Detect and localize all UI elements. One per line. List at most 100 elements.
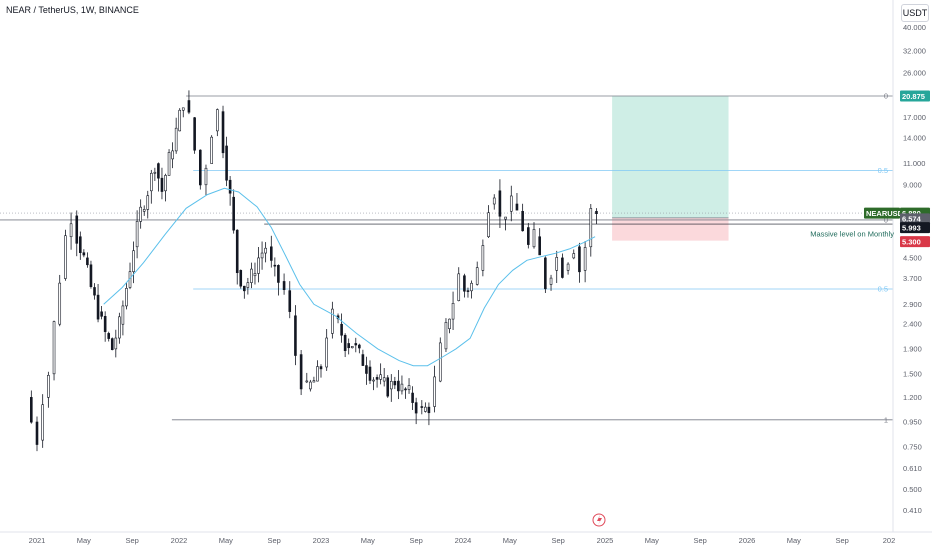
candle-body: [358, 344, 361, 349]
candle-body: [253, 273, 257, 277]
candle-body: [69, 223, 73, 238]
time-tick-label: 2026: [739, 536, 756, 545]
candle-body: [187, 100, 191, 113]
candle-body: [246, 282, 250, 288]
candle-body: [139, 206, 142, 222]
candle-body: [312, 380, 316, 383]
price-tick-label: 0.750: [903, 442, 922, 451]
candle-body: [347, 343, 350, 349]
candle-body: [400, 383, 404, 392]
candle-body: [299, 354, 303, 390]
candle-body: [438, 342, 442, 382]
price-tick-label: 0.500: [903, 485, 922, 494]
time-tick-label: Sep: [409, 536, 422, 545]
time-tick-label: May: [645, 536, 659, 545]
candle-body: [382, 377, 386, 382]
candle-body: [235, 229, 239, 274]
ma-line: [103, 187, 596, 367]
price-tick-label: 1.500: [903, 369, 922, 378]
candle-body: [466, 290, 470, 292]
stop-price-tag: 5.300: [902, 237, 921, 246]
candle-body: [243, 285, 246, 292]
candle-body: [150, 172, 153, 192]
candle-body: [457, 273, 461, 301]
fib-level-label: 0.5: [878, 285, 888, 294]
candle-body: [444, 322, 448, 350]
time-tick-label: May: [361, 536, 375, 545]
candle-body: [451, 302, 455, 320]
candle-body: [521, 210, 524, 232]
price-tick-label: 4.500: [903, 253, 922, 262]
candle-body: [239, 270, 243, 287]
candle-body: [532, 229, 536, 248]
candle-body: [153, 171, 157, 174]
price-tick-label: 1.900: [903, 344, 922, 353]
candle-body: [492, 197, 496, 205]
candle-body: [386, 377, 390, 397]
time-tick-label: 2023: [313, 536, 330, 545]
candle-body: [264, 247, 267, 254]
candle-body: [420, 406, 424, 408]
candle-body: [142, 209, 146, 212]
candle-body: [427, 406, 431, 414]
candle-body: [538, 236, 541, 256]
candle-body: [114, 337, 118, 350]
candle-body: [103, 316, 107, 332]
lightning-bolt: [597, 515, 602, 525]
fib-level-label: 0: [884, 92, 888, 101]
candle-body: [257, 257, 260, 274]
entry-price-tag-bg: [900, 213, 930, 225]
candle-body: [572, 253, 576, 259]
time-tick-label: 2024: [455, 536, 472, 545]
fib-level-label: 1: [884, 415, 888, 424]
candle-body: [379, 374, 382, 380]
candle-body: [86, 257, 89, 266]
candle-body: [181, 107, 185, 111]
time-tick-label: May: [787, 536, 801, 545]
candle-body: [404, 388, 407, 391]
candle-body: [504, 216, 507, 220]
moving-average: [103, 187, 596, 367]
candle-body: [288, 290, 292, 312]
candle-body: [125, 288, 128, 307]
candle-body: [282, 281, 286, 290]
candle-body: [414, 402, 418, 414]
currency-button[interactable]: USDT: [901, 4, 929, 22]
candle-body: [121, 305, 125, 325]
loss-zone: [612, 217, 729, 241]
candle-body: [157, 163, 160, 179]
price-tick-label: 17.000: [903, 113, 926, 122]
candle-body: [561, 257, 564, 278]
candle-body: [470, 282, 473, 292]
symbol-tag: NEARUSDT: [866, 209, 908, 218]
candle-body: [549, 277, 553, 285]
candle-body: [210, 136, 213, 164]
candle-body: [228, 179, 232, 194]
candle-body: [93, 287, 96, 296]
symbol-tag-bg: [864, 207, 900, 219]
candle-body: [221, 111, 225, 154]
candle-body: [216, 109, 219, 132]
candle-body: [41, 404, 44, 441]
time-tick-label: Sep: [551, 536, 564, 545]
chart-title: NEAR / TetherUS, 1W, BINANCE: [6, 5, 139, 15]
candle-body: [389, 380, 393, 390]
candle-body: [578, 246, 581, 273]
candle-body: [199, 149, 202, 186]
candle-body: [164, 175, 167, 192]
candle-body: [487, 212, 490, 238]
candle-body: [448, 318, 451, 330]
candle-body: [393, 380, 397, 386]
candle-body: [368, 366, 372, 381]
price-tick-label: 32.000: [903, 46, 926, 55]
entry-price-tag: 6.574: [902, 215, 922, 224]
candle-body: [47, 375, 50, 398]
candle-body: [397, 380, 400, 392]
candle-body: [331, 308, 334, 334]
price-tick-label: 40.000: [903, 23, 926, 32]
candle-body: [250, 268, 253, 283]
candle-body: [277, 265, 280, 283]
time-tick-label: Sep: [267, 536, 280, 545]
candle-body: [204, 167, 208, 186]
